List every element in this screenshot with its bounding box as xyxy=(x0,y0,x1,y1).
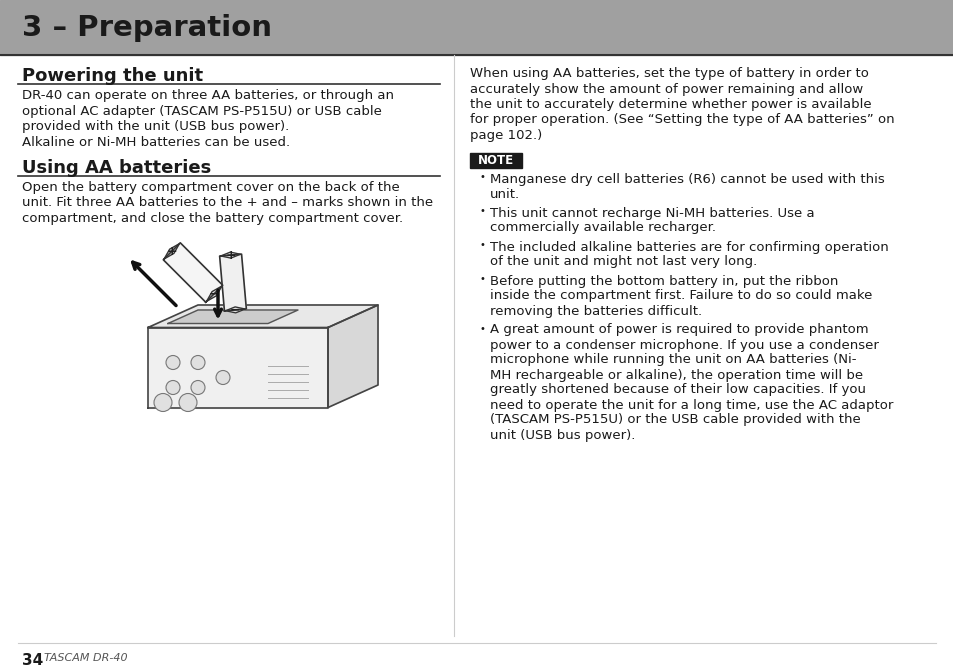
Text: •: • xyxy=(479,172,485,183)
Text: power to a condenser microphone. If you use a condenser: power to a condenser microphone. If you … xyxy=(490,338,878,352)
Text: for proper operation. (See “Setting the type of AA batteries” on: for proper operation. (See “Setting the … xyxy=(470,113,894,127)
Text: (TASCAM PS-P515U) or the USB cable provided with the: (TASCAM PS-P515U) or the USB cable provi… xyxy=(490,413,860,427)
Text: of the unit and might not last very long.: of the unit and might not last very long… xyxy=(490,256,757,268)
Polygon shape xyxy=(163,243,222,302)
Text: Open the battery compartment cover on the back of the: Open the battery compartment cover on th… xyxy=(22,181,399,194)
Polygon shape xyxy=(328,305,377,407)
Text: •: • xyxy=(479,240,485,250)
Text: accurately show the amount of power remaining and allow: accurately show the amount of power rema… xyxy=(470,83,862,95)
Text: need to operate the unit for a long time, use the AC adaptor: need to operate the unit for a long time… xyxy=(490,399,892,411)
Text: Before putting the bottom battery in, put the ribbon: Before putting the bottom battery in, pu… xyxy=(490,274,838,287)
Bar xyxy=(0,0,953,55)
Polygon shape xyxy=(168,310,297,323)
Text: TASCAM DR-40: TASCAM DR-40 xyxy=(44,653,128,663)
Text: unit (USB bus power).: unit (USB bus power). xyxy=(490,429,635,442)
Circle shape xyxy=(166,380,180,395)
Polygon shape xyxy=(164,244,179,259)
Text: +: + xyxy=(167,245,177,258)
Text: −: − xyxy=(230,303,240,317)
Text: When using AA batteries, set the type of battery in order to: When using AA batteries, set the type of… xyxy=(470,67,868,80)
Circle shape xyxy=(215,370,230,384)
Text: unit.: unit. xyxy=(490,187,519,201)
Text: A great amount of power is required to provide phantom: A great amount of power is required to p… xyxy=(490,323,868,336)
Polygon shape xyxy=(225,307,245,313)
Text: Using AA batteries: Using AA batteries xyxy=(22,159,211,177)
Polygon shape xyxy=(220,252,240,258)
Text: 3 – Preparation: 3 – Preparation xyxy=(22,13,272,42)
Text: •: • xyxy=(479,323,485,333)
Text: The included alkaline batteries are for confirming operation: The included alkaline batteries are for … xyxy=(490,240,888,254)
Text: the unit to accurately determine whether power is available: the unit to accurately determine whether… xyxy=(470,98,871,111)
Text: Powering the unit: Powering the unit xyxy=(22,67,203,85)
Circle shape xyxy=(153,393,172,411)
Text: optional AC adapter (TASCAM PS-P515U) or USB cable: optional AC adapter (TASCAM PS-P515U) or… xyxy=(22,105,381,117)
Text: compartment, and close the battery compartment cover.: compartment, and close the battery compa… xyxy=(22,212,403,225)
Text: microphone while running the unit on AA batteries (Ni-: microphone while running the unit on AA … xyxy=(490,354,856,366)
Text: •: • xyxy=(479,207,485,217)
Text: DR-40 can operate on three AA batteries, or through an: DR-40 can operate on three AA batteries,… xyxy=(22,89,394,102)
Polygon shape xyxy=(207,286,222,301)
Text: Manganese dry cell batteries (R6) cannot be used with this: Manganese dry cell batteries (R6) cannot… xyxy=(490,172,883,185)
Circle shape xyxy=(179,393,196,411)
Text: +: + xyxy=(225,248,235,262)
Polygon shape xyxy=(219,254,246,311)
Circle shape xyxy=(166,356,180,370)
Text: inside the compartment first. Failure to do so could make: inside the compartment first. Failure to… xyxy=(490,289,871,303)
Circle shape xyxy=(191,356,205,370)
Polygon shape xyxy=(148,327,328,407)
Text: greatly shortened because of their low capacities. If you: greatly shortened because of their low c… xyxy=(490,384,865,397)
Text: provided with the unit (USB bus power).: provided with the unit (USB bus power). xyxy=(22,120,289,133)
Text: −: − xyxy=(209,287,219,300)
Text: NOTE: NOTE xyxy=(477,154,514,166)
Bar xyxy=(470,152,521,168)
Text: MH rechargeable or alkaline), the operation time will be: MH rechargeable or alkaline), the operat… xyxy=(490,368,862,382)
Text: page 102.): page 102.) xyxy=(470,129,541,142)
Text: This unit cannot recharge Ni-MH batteries. Use a: This unit cannot recharge Ni-MH batterie… xyxy=(490,207,814,219)
Text: unit. Fit three AA batteries to the + and – marks shown in the: unit. Fit three AA batteries to the + an… xyxy=(22,197,433,209)
Text: commercially available recharger.: commercially available recharger. xyxy=(490,221,716,234)
Text: removing the batteries difficult.: removing the batteries difficult. xyxy=(490,305,701,317)
Text: Alkaline or Ni-MH batteries can be used.: Alkaline or Ni-MH batteries can be used. xyxy=(22,136,290,148)
Polygon shape xyxy=(148,305,377,327)
Text: 34: 34 xyxy=(22,653,43,668)
Circle shape xyxy=(191,380,205,395)
Text: •: • xyxy=(479,274,485,285)
